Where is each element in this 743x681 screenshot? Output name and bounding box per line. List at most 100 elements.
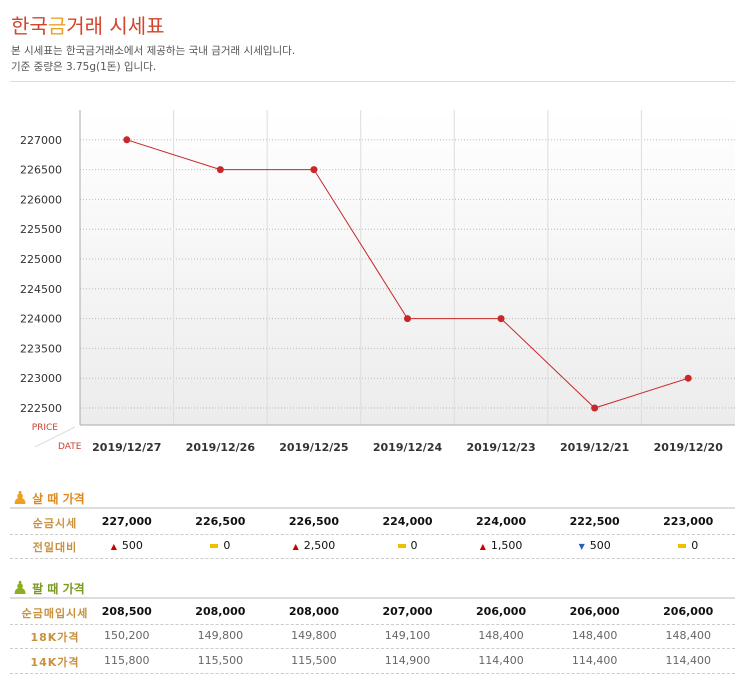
buy-section-title: ♟ 살 때 가격 [12,488,85,509]
y-tick-label: 224000 [20,313,62,326]
table-cell: 206,000 [569,605,620,618]
table-cell: 114,400 [478,654,524,667]
row-label: 순금시세 [32,517,78,530]
seller-person-icon: ♟ [12,578,29,599]
no-change-icon [210,544,219,548]
table-cell: 227,000 [101,515,152,528]
change-value: 0 [691,539,699,552]
change-value: 0 [223,539,231,552]
table-cell: 222,500 [569,515,620,528]
row-label: 전일대비 [32,541,78,554]
page-title: 한국금거래 시세표 [11,10,165,39]
y-tick-label: 223500 [20,342,62,355]
title-part: 거래 시세표 [66,14,165,38]
title-part: 금 [47,14,67,38]
divider [10,81,735,82]
row-label: 18K가격 [30,631,80,644]
data-point [216,166,224,174]
up-arrow-icon: ▲ [110,542,117,551]
data-point [404,315,411,323]
data-point [497,315,505,323]
change-value: 1,500 [490,539,523,552]
table-cell: 223,000 [663,515,714,528]
table-row: 전일대비 ▲ 500 0 ▲ 2,500 0 ▲ 1,500 ▼ 500 0 [10,533,735,559]
y-tick-label: 225000 [20,253,62,266]
y-tick-label: 224500 [20,283,62,296]
x-tick-label: 2019/12/27 [92,441,161,454]
y-tick-label: 225500 [20,223,62,236]
change-value: 500 [589,539,611,552]
description: 본 시세표는 한국금거래소에서 제공하는 국내 금거래 시세입니다. [11,45,296,57]
table-cell: 206,000 [663,605,714,618]
no-change-icon [397,544,406,548]
table-cell: 149,100 [384,629,431,642]
table-cell: 150,200 [104,629,150,642]
down-arrow-icon: ▼ [578,542,585,551]
table-cell: ▼ 500 [579,539,611,552]
table-cell: 0 [678,539,698,552]
title-part: 한국 [11,14,48,38]
sell-section-title: ♟ 팔 때 가격 [12,578,85,599]
section-label: 살 때 가격 [32,492,85,506]
price-chart: 227000 226500 226000 225500 225000 224500 2240… [20,110,735,454]
up-arrow-icon: ▲ [479,542,486,551]
x-tick-label: 2019/12/24 [373,441,443,454]
table-row: 14K가격 115,800 115,500 115,500 114,900 114,400… [10,648,735,674]
table-cell: 115,500 [197,654,244,667]
table-cell: ▲ 1,500 [480,539,523,552]
row-label: 순금매입시세 [21,607,89,620]
data-point [123,136,131,144]
table-cell: 224,000 [382,515,433,528]
description: 기준 중량은 3.75g(1돈) 입니다. [11,61,157,73]
table-cell: 206,000 [476,605,527,618]
table-cell: 208,000 [195,605,246,618]
table-cell: 115,500 [291,654,337,667]
table-cell: 208,500 [101,605,152,618]
table-cell: 207,000 [382,605,433,618]
data-point [684,374,692,382]
x-tick-label: 2019/12/26 [186,441,256,454]
data-point [310,166,318,174]
data-point [591,404,599,412]
change-value: 0 [410,539,418,552]
x-tick-label: 2019/12/23 [466,441,535,454]
row-label: 14K가격 [30,656,80,669]
table-cell: ▲ 2,500 [293,539,336,552]
table-cell: ▲ 500 [111,539,143,552]
table-cell: 208,000 [288,605,339,618]
table-row: 18K가격 150,200 149,800 149,800 149,100 148,400… [10,623,735,649]
table-cell: 226,500 [288,515,339,528]
table-cell: 114,400 [665,654,711,667]
table-cell: 224,000 [476,515,527,528]
table-cell: 149,800 [291,629,337,642]
plot-area [80,110,735,425]
table-cell: 148,400 [478,629,524,642]
table-cell: 0 [397,539,418,552]
y-tick-label: 226000 [20,193,62,206]
table-cell: 148,400 [571,629,618,642]
table-cell: 114,400 [571,654,618,667]
up-arrow-icon: ▲ [292,542,299,551]
x-tick-label: 2019/12/21 [560,441,629,454]
change-value: 500 [121,539,143,552]
table-cell: 114,900 [384,654,431,667]
table-cell: 0 [210,539,230,552]
table-cell: 149,800 [197,629,244,642]
y-axis-title: PRICE [32,423,59,433]
table-cell: 226,500 [195,515,246,528]
buyer-person-icon: ♟ [12,488,29,509]
no-change-icon [678,544,687,548]
table-cell: 115,800 [104,654,150,667]
table-row: 순금매입시세 208,500 208,000 208,000 207,000 206,00… [10,597,735,625]
y-tick-label: 226500 [20,164,62,177]
y-tick-label: 223000 [20,372,62,385]
x-tick-label: 2019/12/20 [654,441,724,454]
x-axis-title: DATE [58,442,82,452]
table-cell: 148,400 [665,629,711,642]
x-tick-label: 2019/12/25 [279,441,348,454]
table-row: 순금시세 227,000 226,500 226,500 224,000 224,000 2… [10,507,735,535]
change-value: 2,500 [303,539,336,552]
section-label: 팔 때 가격 [32,582,85,596]
axis-corner-divider [34,426,76,448]
y-tick-label: 222500 [20,402,62,415]
